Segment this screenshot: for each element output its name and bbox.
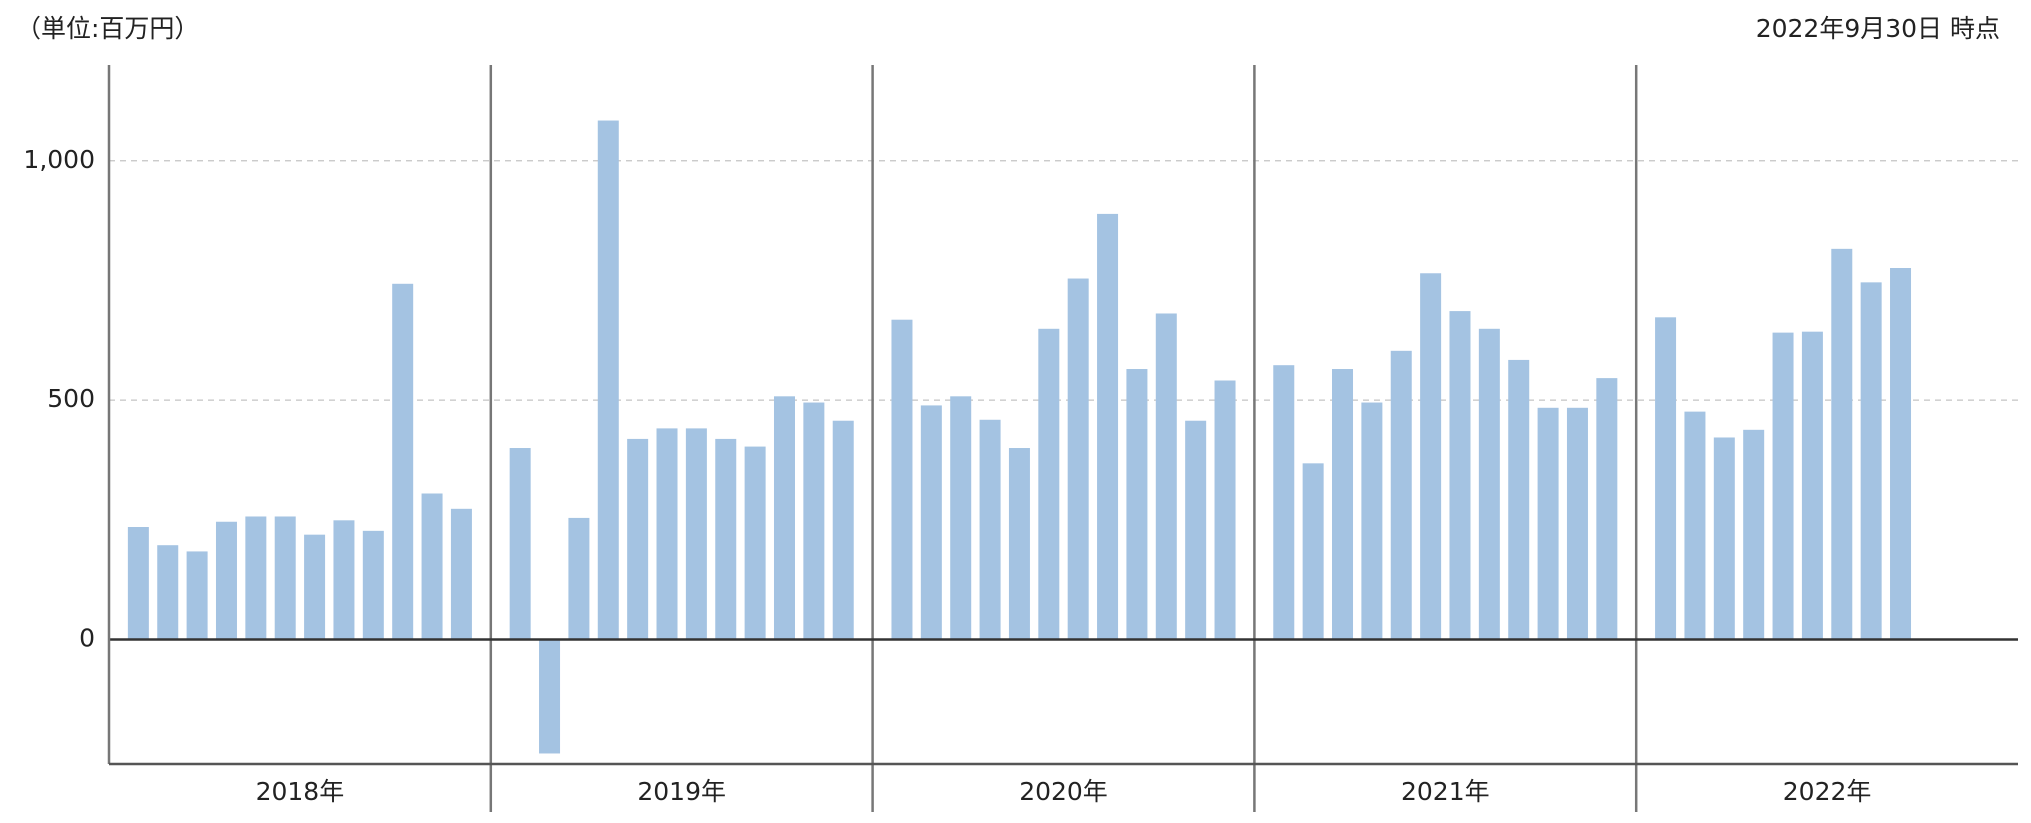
bar: [715, 438, 737, 640]
bar: [421, 493, 443, 640]
bar: [1390, 350, 1412, 640]
y-tick-label: 1,000: [23, 145, 95, 174]
bar: [1478, 328, 1500, 640]
bar: [539, 639, 561, 754]
bar: [744, 446, 766, 640]
bar: [245, 516, 267, 640]
bar: [1743, 429, 1765, 640]
bar: [274, 516, 296, 640]
bar: [1508, 359, 1530, 640]
bar: [1449, 311, 1471, 640]
bar: [685, 428, 707, 640]
bar: [333, 520, 355, 640]
bar: [1801, 331, 1823, 640]
bar: [127, 527, 149, 640]
bar: [304, 534, 326, 640]
x-group-label: 2021年: [1401, 777, 1490, 806]
bar: [1302, 463, 1324, 640]
bar: [1332, 369, 1354, 640]
bar: [1831, 248, 1853, 640]
bar: [979, 419, 1001, 640]
bar: [1067, 278, 1089, 640]
bar: [215, 521, 237, 640]
bar: [509, 448, 531, 640]
bar: [950, 396, 972, 640]
bar: [1890, 267, 1912, 640]
as-of-date: 2022年9月30日 時点: [1756, 14, 2000, 43]
bar: [773, 396, 795, 640]
bar: [1038, 328, 1060, 640]
bar: [1097, 213, 1119, 640]
x-group-label: 2022年: [1783, 777, 1872, 806]
bar: [1684, 411, 1706, 640]
bar: [832, 420, 854, 640]
bar: [1655, 317, 1677, 640]
y-tick-label: 500: [47, 384, 95, 413]
bar: [803, 402, 825, 640]
bar: [157, 545, 179, 640]
x-group-label: 2020年: [1019, 777, 1108, 806]
bar: [1361, 402, 1383, 640]
bar: [1273, 365, 1295, 640]
unit-label: （単位:百万円）: [16, 14, 199, 43]
bar: [1155, 313, 1177, 640]
bar: [450, 508, 472, 640]
bar: [1860, 282, 1882, 640]
bar: [1772, 332, 1794, 640]
bar: [362, 530, 384, 640]
bar: [1537, 407, 1559, 640]
bar: [1566, 407, 1588, 640]
bar: [1214, 380, 1236, 640]
bar: [597, 120, 619, 640]
bar: [1713, 437, 1735, 640]
bar: [186, 551, 208, 640]
bar: [627, 438, 649, 640]
bar: [392, 283, 414, 640]
bar: [1008, 448, 1030, 640]
bar: [656, 428, 678, 640]
bar: [1126, 369, 1148, 640]
bar: [1185, 420, 1207, 640]
y-tick-label: 0: [79, 624, 95, 653]
x-group-label: 2019年: [637, 777, 726, 806]
bar: [568, 517, 590, 640]
bar: [891, 319, 913, 640]
bar: [920, 405, 942, 640]
bar: [1420, 273, 1442, 640]
x-group-label: 2018年: [256, 777, 345, 806]
bar: [1596, 378, 1618, 640]
